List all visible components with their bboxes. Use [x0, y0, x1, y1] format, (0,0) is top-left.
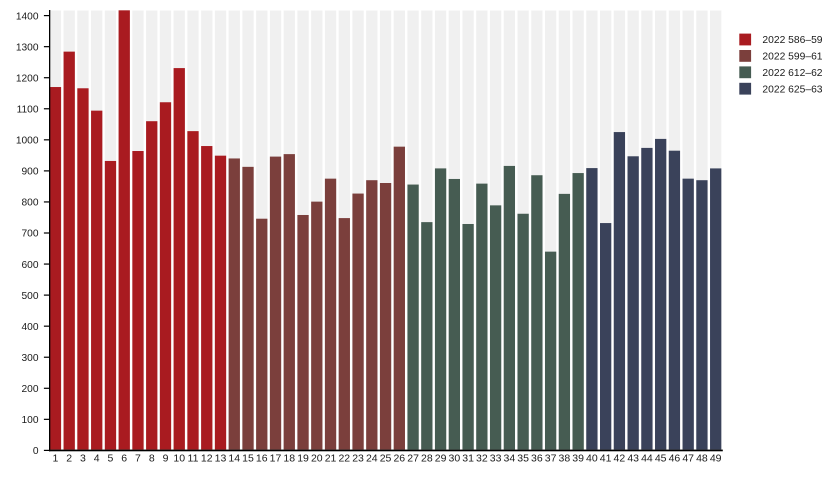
svg-text:17: 17 [270, 453, 282, 465]
svg-text:46: 46 [669, 453, 681, 465]
svg-text:3: 3 [80, 453, 86, 465]
svg-text:30: 30 [449, 453, 461, 465]
svg-text:1000: 1000 [16, 136, 39, 147]
svg-text:2: 2 [66, 453, 72, 465]
svg-text:34: 34 [504, 453, 516, 465]
svg-text:45: 45 [655, 453, 667, 465]
svg-text:22: 22 [338, 453, 350, 465]
svg-text:7: 7 [135, 453, 141, 465]
svg-text:2022 612–624: 2022 612–624 [762, 68, 822, 79]
svg-text:1: 1 [53, 453, 59, 465]
svg-text:0: 0 [33, 446, 39, 457]
svg-text:19: 19 [297, 453, 309, 465]
svg-text:40: 40 [586, 453, 598, 465]
svg-text:43: 43 [627, 453, 639, 465]
svg-text:1100: 1100 [17, 104, 39, 115]
svg-text:21: 21 [325, 453, 337, 465]
svg-text:2022 599–611: 2022 599–611 [762, 52, 822, 63]
svg-text:24: 24 [366, 453, 378, 465]
svg-text:23: 23 [352, 453, 364, 465]
svg-text:25: 25 [380, 453, 392, 465]
svg-text:12: 12 [201, 453, 213, 465]
svg-text:2022 586–598: 2022 586–598 [762, 35, 822, 46]
svg-text:42: 42 [614, 453, 626, 465]
svg-text:33: 33 [490, 453, 502, 465]
svg-text:2022 625–637: 2022 625–637 [762, 84, 822, 95]
svg-text:37: 37 [545, 453, 557, 465]
svg-text:47: 47 [682, 453, 694, 465]
svg-text:900: 900 [22, 167, 39, 178]
svg-text:8: 8 [149, 453, 155, 465]
svg-text:49: 49 [710, 453, 722, 465]
svg-text:500: 500 [22, 291, 39, 302]
svg-text:36: 36 [531, 453, 543, 465]
svg-text:400: 400 [22, 322, 39, 333]
svg-text:4: 4 [94, 453, 100, 465]
svg-text:14: 14 [228, 453, 240, 465]
svg-text:15: 15 [242, 453, 254, 465]
svg-text:29: 29 [435, 453, 447, 465]
svg-text:200: 200 [22, 384, 39, 395]
svg-text:20: 20 [311, 453, 323, 465]
svg-text:39: 39 [572, 453, 584, 465]
svg-text:9: 9 [163, 453, 169, 465]
svg-text:35: 35 [517, 453, 529, 465]
svg-text:44: 44 [641, 453, 653, 465]
svg-text:600: 600 [22, 260, 39, 271]
svg-text:28: 28 [421, 453, 433, 465]
svg-text:41: 41 [600, 453, 612, 465]
svg-text:800: 800 [22, 198, 39, 209]
svg-text:100: 100 [22, 415, 39, 426]
svg-text:11: 11 [188, 453, 199, 465]
svg-text:16: 16 [256, 453, 268, 465]
svg-text:27: 27 [407, 453, 419, 465]
svg-text:48: 48 [696, 453, 708, 465]
svg-text:26: 26 [393, 453, 405, 465]
svg-text:10: 10 [173, 453, 185, 465]
svg-text:31: 31 [462, 453, 474, 465]
svg-text:1300: 1300 [16, 42, 39, 53]
svg-text:700: 700 [22, 229, 39, 240]
svg-text:5: 5 [108, 453, 114, 465]
svg-text:300: 300 [22, 353, 39, 364]
svg-text:38: 38 [559, 453, 571, 465]
svg-text:13: 13 [215, 453, 227, 465]
svg-text:1200: 1200 [16, 73, 39, 84]
svg-text:32: 32 [476, 453, 488, 465]
svg-text:6: 6 [121, 453, 127, 465]
svg-text:1400: 1400 [16, 11, 39, 22]
svg-text:18: 18 [283, 453, 295, 465]
